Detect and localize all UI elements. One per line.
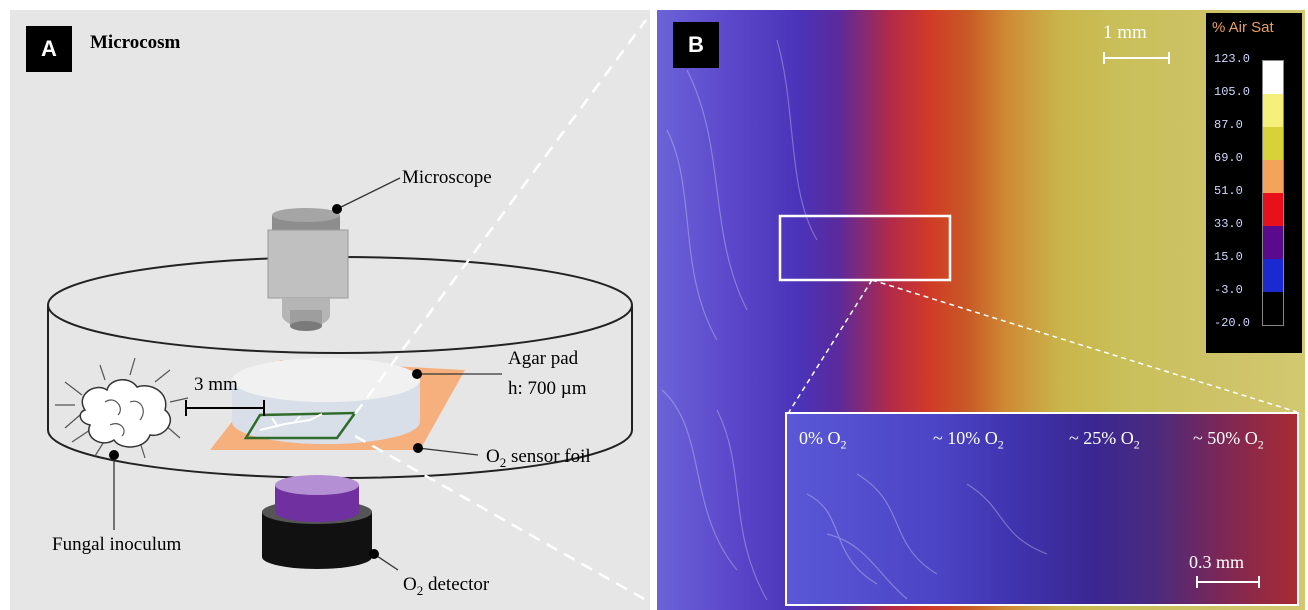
panel-b-oxygen-map: B 1 mm % Air Sat 123.0 105.0 87.0 69.0 5…	[657, 10, 1305, 610]
colorbar-tick: 69.0	[1214, 151, 1243, 165]
panel-b-badge: B	[673, 22, 719, 68]
panel-a-badge: A	[26, 26, 72, 72]
panel-a-title: Microcosm	[90, 32, 181, 53]
inset-label-10: ~ 10% O2	[933, 428, 1004, 452]
colorbar-swatch	[1263, 94, 1283, 127]
panel-a-microcosm: A Microcosm	[10, 10, 650, 610]
colorbar-tick: 15.0	[1214, 250, 1243, 264]
selection-box	[778, 214, 952, 282]
microscope-label: Microscope	[402, 167, 492, 188]
zoom-inset: 0% O2 ~ 10% O2 ~ 25% O2 ~ 50% O2 0.3 mm	[785, 412, 1299, 606]
inset-label-25: ~ 25% O2	[1069, 428, 1140, 452]
distance-label: 3 mm	[194, 374, 238, 395]
colorbar-tick: -3.0	[1214, 283, 1243, 297]
colorbar-legend: % Air Sat 123.0 105.0 87.0 69.0 51.0 33.…	[1206, 13, 1302, 353]
colorbar-title: % Air Sat	[1212, 19, 1274, 36]
scale-bar-main-label: 1 mm	[1103, 22, 1147, 43]
fungal-inoculum-shape	[55, 357, 189, 459]
colorbar-tick: -20.0	[1214, 316, 1251, 330]
agar-height-label: h: 700 µm	[508, 378, 587, 399]
inset-overlay	[806, 473, 1260, 600]
colorbar-swatch	[1263, 160, 1283, 193]
sensor-foil-label: O2 sensor foil	[486, 446, 591, 470]
colorbar-tick: 123.0	[1214, 52, 1251, 66]
agar-pad-label: Agar pad	[508, 348, 579, 369]
scale-bar-inset-label: 0.3 mm	[1189, 552, 1245, 572]
hyphae-texture	[661, 39, 1298, 601]
colorbar-tick: 51.0	[1214, 184, 1243, 198]
colorbar-swatch	[1263, 127, 1283, 160]
microcosm-illustration	[47, 19, 648, 602]
observation-window	[243, 411, 358, 440]
colorbar-swatch	[1263, 292, 1283, 325]
inset-label-50: ~ 50% O2	[1193, 428, 1264, 452]
colorbar-swatch	[1263, 259, 1283, 292]
colorbar-swatch	[1263, 226, 1283, 259]
microscope-body	[268, 230, 348, 298]
hyphae-lines	[259, 413, 323, 431]
colorbar-swatch	[1263, 193, 1283, 226]
colorbar-tick: 33.0	[1214, 217, 1243, 231]
colorbar-tick: 105.0	[1214, 85, 1251, 99]
inset-label-0: 0% O2	[799, 428, 847, 452]
colorbar-swatches	[1262, 60, 1284, 326]
colorbar-swatch	[1263, 61, 1283, 94]
fungal-inoculum-label: Fungal inoculum	[52, 534, 182, 555]
detector-label: O2 detector	[403, 574, 490, 598]
colorbar-tick: 87.0	[1214, 118, 1243, 132]
